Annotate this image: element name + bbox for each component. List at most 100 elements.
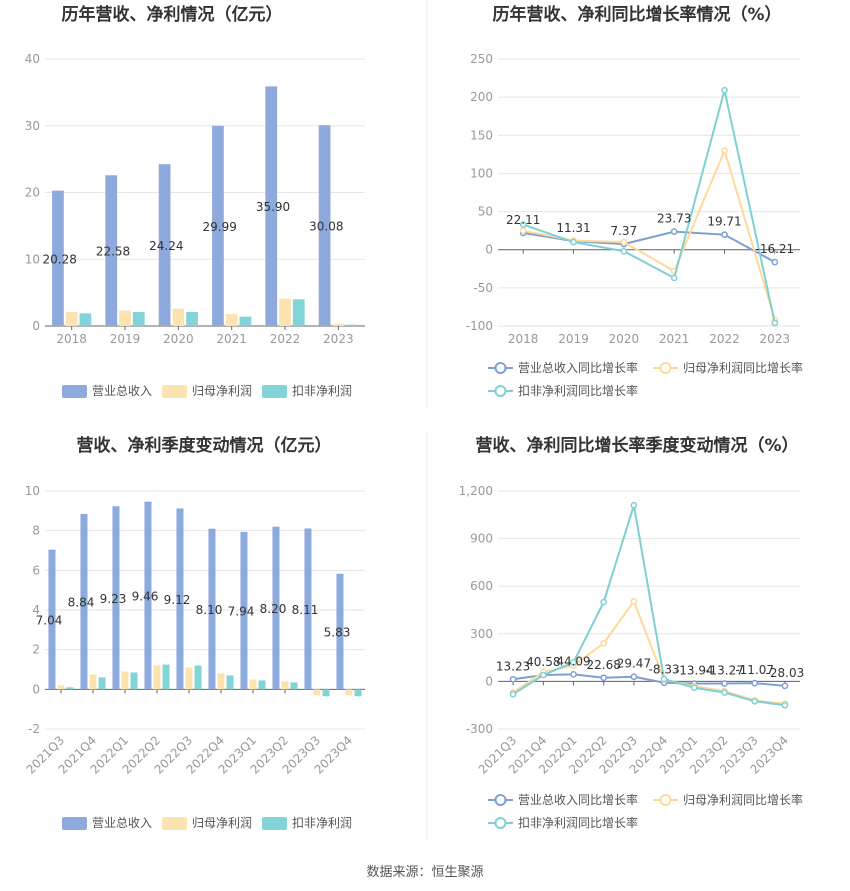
bar (292, 299, 305, 326)
bar (112, 506, 120, 690)
data-label: 7.37 (610, 224, 637, 238)
legend-label: 扣非净利润 (292, 816, 352, 830)
data-point (630, 597, 638, 605)
bar (98, 677, 106, 690)
data-point (600, 674, 608, 682)
y-tick-label: 900 (470, 532, 493, 546)
y-tick-label: 0 (485, 243, 493, 257)
x-tick-label: 2022 (709, 332, 740, 346)
data-label: 35.90 (256, 200, 290, 214)
data-point (620, 247, 628, 255)
data-point (690, 684, 698, 692)
bar (332, 323, 345, 326)
bar (258, 680, 266, 690)
data-label: 11.31 (556, 221, 590, 235)
legend-label: 归母净利润 (192, 816, 252, 830)
data-point (781, 682, 789, 690)
bar (130, 672, 138, 690)
data-label: -28.03 (766, 666, 805, 680)
y-tick-label: 10 (25, 484, 40, 498)
bar (57, 685, 65, 690)
y-tick-label: 150 (470, 128, 493, 142)
data-label: -11.07 (735, 663, 774, 677)
data-label: 24.24 (149, 239, 183, 253)
chart-title: 营收、净利季度变动情况（亿元） (77, 435, 332, 456)
data-label: -13.27 (705, 664, 744, 678)
bar (290, 682, 298, 690)
bar (313, 689, 321, 696)
bar (272, 526, 280, 690)
y-tick-label: 30 (25, 119, 40, 133)
legend-label: 营业总收入 (92, 816, 152, 830)
data-label: 30.08 (309, 220, 343, 234)
bar (239, 316, 252, 326)
data-label: 22.58 (96, 245, 130, 259)
series-line (512, 599, 786, 705)
legend-label: 归母净利润同比增长率 (683, 360, 803, 375)
chart-title: 历年营收、净利同比增长率情况（%） (492, 4, 781, 25)
bar (185, 667, 193, 690)
y-tick-label: 0 (32, 319, 40, 333)
legend-label: 营业总收入同比增长率 (518, 792, 638, 807)
y-tick-label: 4 (32, 603, 40, 617)
bar (240, 531, 248, 690)
bar (208, 528, 216, 690)
data-point (721, 680, 728, 687)
bar (162, 664, 170, 690)
bar (249, 679, 257, 690)
y-tick-label: 1,200 (459, 484, 493, 498)
y-tick-label: 20 (25, 186, 40, 200)
data-point (751, 679, 759, 687)
bar (65, 311, 78, 326)
legend-label: 归母净利润 (192, 384, 252, 398)
data-label: 8.20 (260, 602, 287, 616)
y-tick-label: 40 (25, 52, 40, 66)
bar (265, 86, 278, 327)
bar (144, 501, 152, 690)
data-point (721, 689, 728, 696)
bar (336, 573, 344, 690)
y-tick-label: 250 (470, 52, 493, 66)
legend-label: 营业总收入同比增长率 (518, 360, 638, 375)
data-point (600, 639, 608, 647)
data-point (630, 673, 638, 681)
y-tick-label: 600 (470, 579, 493, 593)
series-line (512, 504, 786, 707)
data-label: 7.94 (228, 605, 255, 619)
data-label: 20.28 (42, 252, 76, 266)
bar (48, 549, 56, 690)
data-source: 数据来源：恒生聚源 (366, 865, 483, 880)
y-tick-label: -50 (473, 281, 493, 295)
bar (80, 514, 88, 690)
data-point (620, 238, 628, 246)
bar (132, 311, 145, 326)
data-point (519, 221, 527, 228)
legend-swatch (162, 385, 187, 398)
y-tick-label: 0 (32, 682, 40, 696)
data-point (721, 86, 728, 94)
data-label: 19.71 (707, 215, 741, 229)
legend-marker (659, 794, 672, 806)
bar (158, 164, 171, 326)
data-point (781, 701, 789, 709)
data-point (570, 238, 577, 246)
x-tick-label: 2019 (558, 332, 589, 346)
y-tick-label: 100 (470, 166, 493, 180)
data-label: 22.11 (506, 213, 540, 227)
data-label: 29.47 (617, 657, 651, 671)
data-label: 8.84 (68, 596, 95, 610)
x-tick-label: 2023 (323, 332, 354, 346)
bar (281, 681, 289, 690)
x-tick-label: 2023 (760, 332, 791, 346)
data-label: 9.12 (164, 593, 191, 607)
legend-marker (494, 385, 507, 397)
bar (346, 324, 358, 326)
bar (225, 313, 238, 326)
data-point (660, 675, 668, 683)
data-label: 22.68 (587, 658, 621, 672)
y-tick-label: 0 (485, 674, 493, 688)
data-label: 29.99 (202, 220, 236, 234)
bar (322, 689, 330, 697)
bar (194, 665, 202, 690)
